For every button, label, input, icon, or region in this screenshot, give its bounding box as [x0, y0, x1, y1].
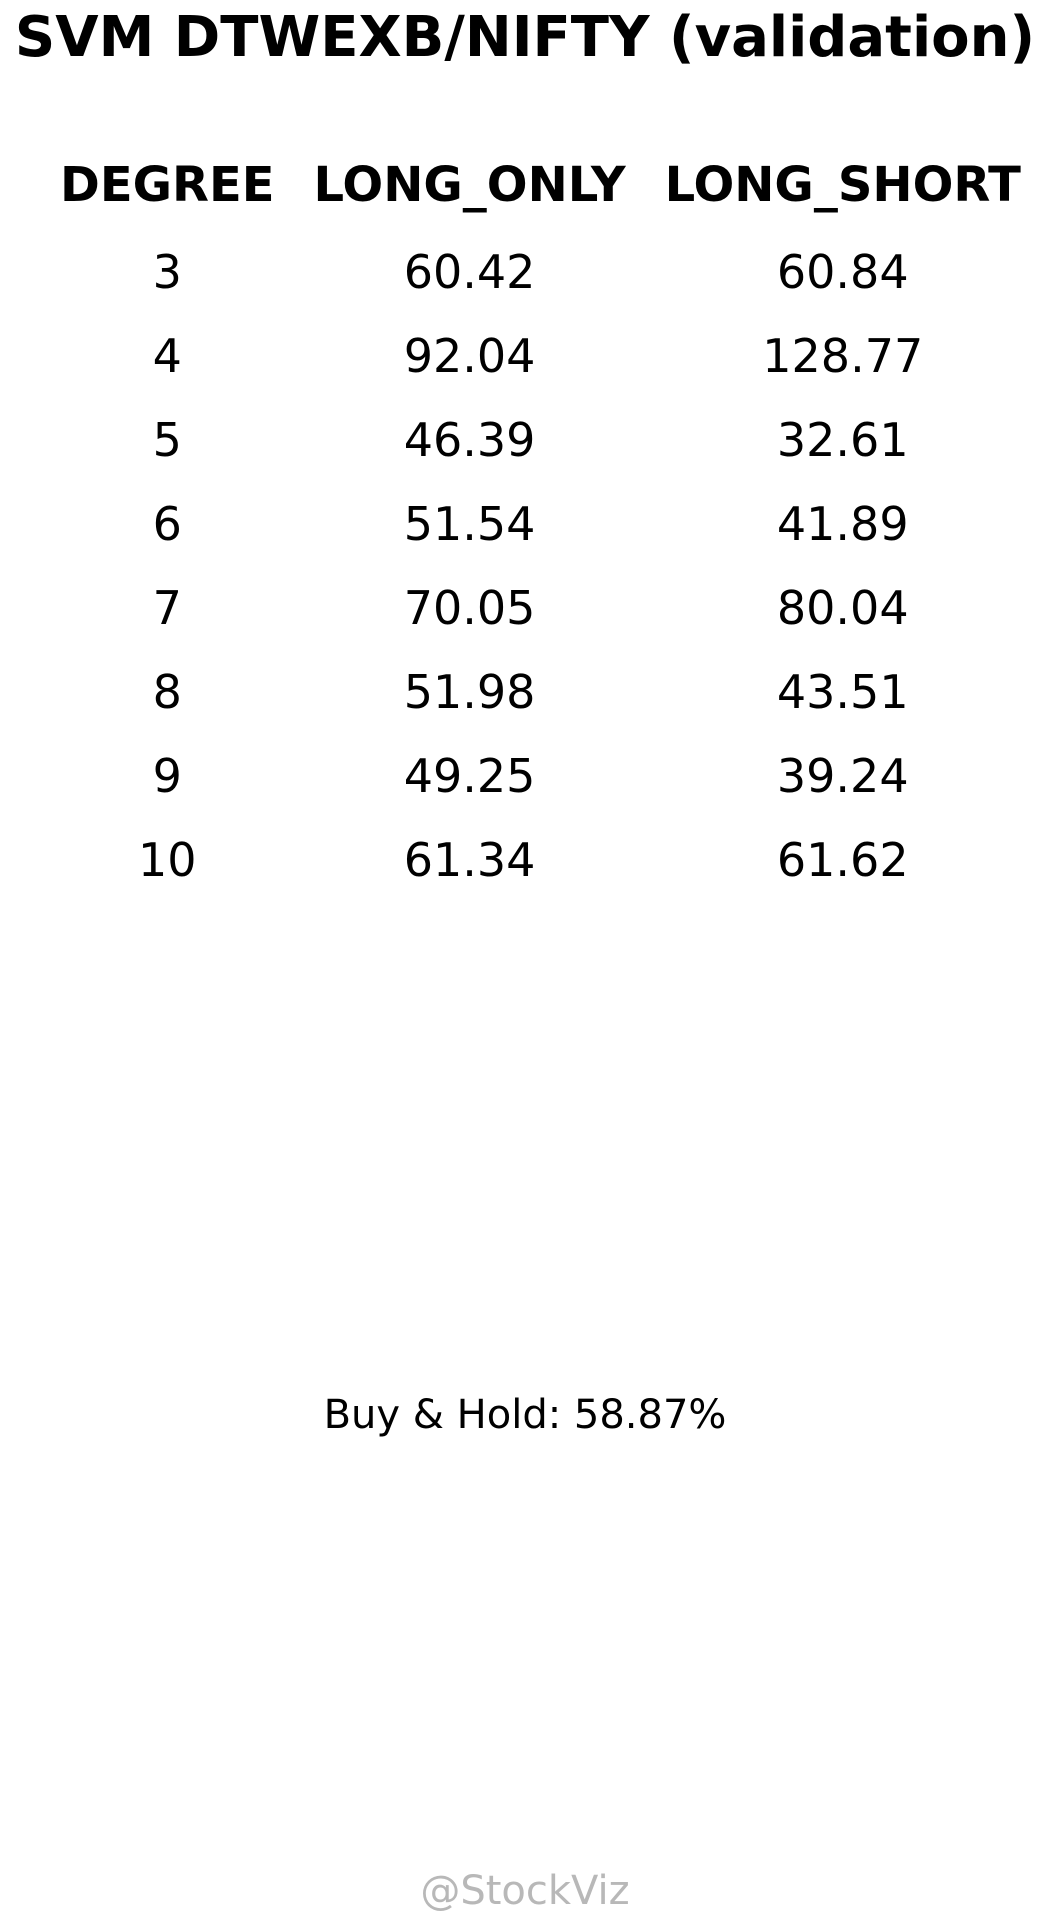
cell-long-only: 49.25 [403, 749, 536, 803]
cell-long-short: 43.51 [776, 665, 909, 719]
table-header-row: DEGREE LONG_ONLY LONG_SHORT [60, 140, 1021, 230]
cell-long-only: 46.39 [403, 413, 536, 467]
cell-long-short: 41.89 [776, 497, 909, 551]
table-row: 3 60.42 60.84 [60, 230, 1021, 314]
header-long-only: LONG_ONLY [313, 157, 626, 213]
cell-long-short: 39.24 [776, 749, 909, 803]
cell-long-short: 60.84 [776, 245, 909, 299]
cell-degree: 6 [152, 497, 182, 551]
cell-long-short: 61.62 [776, 833, 909, 887]
cell-long-short: 32.61 [776, 413, 909, 467]
header-degree: DEGREE [60, 157, 275, 213]
cell-degree: 7 [152, 581, 182, 635]
cell-long-only: 60.42 [403, 245, 536, 299]
cell-long-only: 70.05 [403, 581, 536, 635]
table-row: 10 61.34 61.62 [60, 818, 1021, 902]
cell-long-short: 128.77 [762, 329, 924, 383]
page-title: SVM DTWEXB/NIFTY (validation) [14, 5, 1036, 70]
header-long-short: LONG_SHORT [664, 157, 1021, 213]
table-row: 9 49.25 39.24 [60, 734, 1021, 818]
cell-long-only: 51.54 [403, 497, 536, 551]
cell-long-short: 80.04 [776, 581, 909, 635]
table-row: 4 92.04 128.77 [60, 314, 1021, 398]
cell-degree: 8 [152, 665, 182, 719]
table-row: 8 51.98 43.51 [60, 650, 1021, 734]
cell-degree: 10 [138, 833, 197, 887]
cell-degree: 9 [152, 749, 182, 803]
watermark: @StockViz [420, 1868, 630, 1914]
results-table: DEGREE LONG_ONLY LONG_SHORT 3 60.42 60.8… [60, 140, 1021, 902]
cell-degree: 4 [152, 329, 182, 383]
cell-degree: 3 [152, 245, 182, 299]
cell-long-only: 51.98 [403, 665, 536, 719]
cell-degree: 5 [152, 413, 182, 467]
table-row: 6 51.54 41.89 [60, 482, 1021, 566]
buy-and-hold-note: Buy & Hold: 58.87% [323, 1392, 727, 1438]
table-row: 5 46.39 32.61 [60, 398, 1021, 482]
cell-long-only: 92.04 [403, 329, 536, 383]
cell-long-only: 61.34 [403, 833, 536, 887]
table-row: 7 70.05 80.04 [60, 566, 1021, 650]
